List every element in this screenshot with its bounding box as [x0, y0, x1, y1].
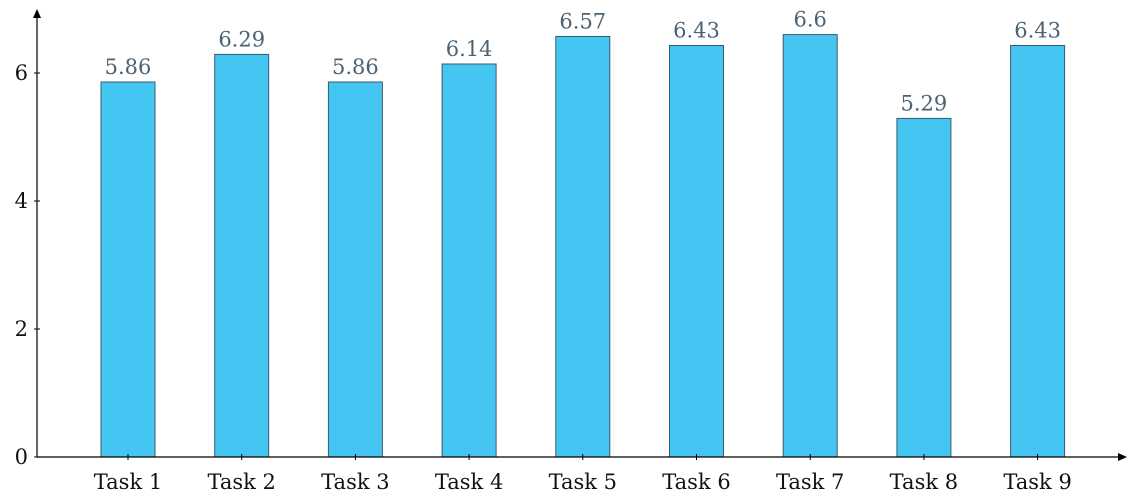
value-label-2: 6.29 — [218, 27, 265, 51]
x-tick-label-2: Task 2 — [207, 470, 275, 494]
value-label-8: 5.29 — [901, 91, 948, 115]
x-tick-label-4: Task 4 — [435, 470, 503, 494]
y-axis-arrow-icon — [33, 9, 41, 18]
x-tick-label-3: Task 3 — [321, 470, 389, 494]
bar-3 — [327, 81, 383, 458]
y-ticks-layer: 0 2 4 6 — [15, 61, 40, 469]
bar-6 — [669, 45, 724, 458]
y-tick-label-4: 4 — [15, 189, 28, 213]
x-ticks-layer: Task 1 Task 2 Task 3 Task 4 Task 5 Task 6 Task… — [94, 454, 1072, 494]
y-tick-label-6: 6 — [15, 61, 28, 85]
value-label-7: 6.6 — [793, 8, 826, 32]
bar-4 — [441, 63, 497, 458]
value-label-5: 6.57 — [559, 10, 606, 34]
value-label-9: 6.43 — [1014, 19, 1061, 43]
bar-5 — [555, 36, 611, 458]
value-labels-layer: 5.86 6.29 5.86 6.14 6.57 6.43 6.6 5.29 6.43 — [105, 8, 1061, 116]
axes-layer — [33, 9, 1127, 461]
x-tick-label-6: Task 6 — [662, 470, 730, 494]
bars-layer — [100, 34, 1066, 458]
y-tick-label-0: 0 — [15, 445, 28, 469]
bar-8 — [896, 117, 952, 458]
value-label-3: 5.86 — [332, 55, 379, 79]
bar-2 — [214, 53, 270, 458]
x-tick-label-7: Task 7 — [776, 470, 844, 494]
bar-7 — [782, 34, 838, 458]
value-label-6: 6.43 — [673, 19, 720, 43]
x-tick-label-5: Task 5 — [549, 470, 617, 494]
bar-9 — [1010, 45, 1066, 458]
value-label-4: 6.14 — [446, 37, 493, 61]
x-tick-label-9: Task 9 — [1003, 470, 1071, 494]
x-axis-arrow-icon — [1118, 453, 1127, 461]
x-tick-label-8: Task 8 — [890, 470, 958, 494]
bar-1 — [100, 81, 156, 458]
x-tick-label-1: Task 1 — [94, 470, 162, 494]
y-tick-label-2: 2 — [15, 317, 28, 341]
value-label-1: 5.86 — [105, 55, 152, 79]
